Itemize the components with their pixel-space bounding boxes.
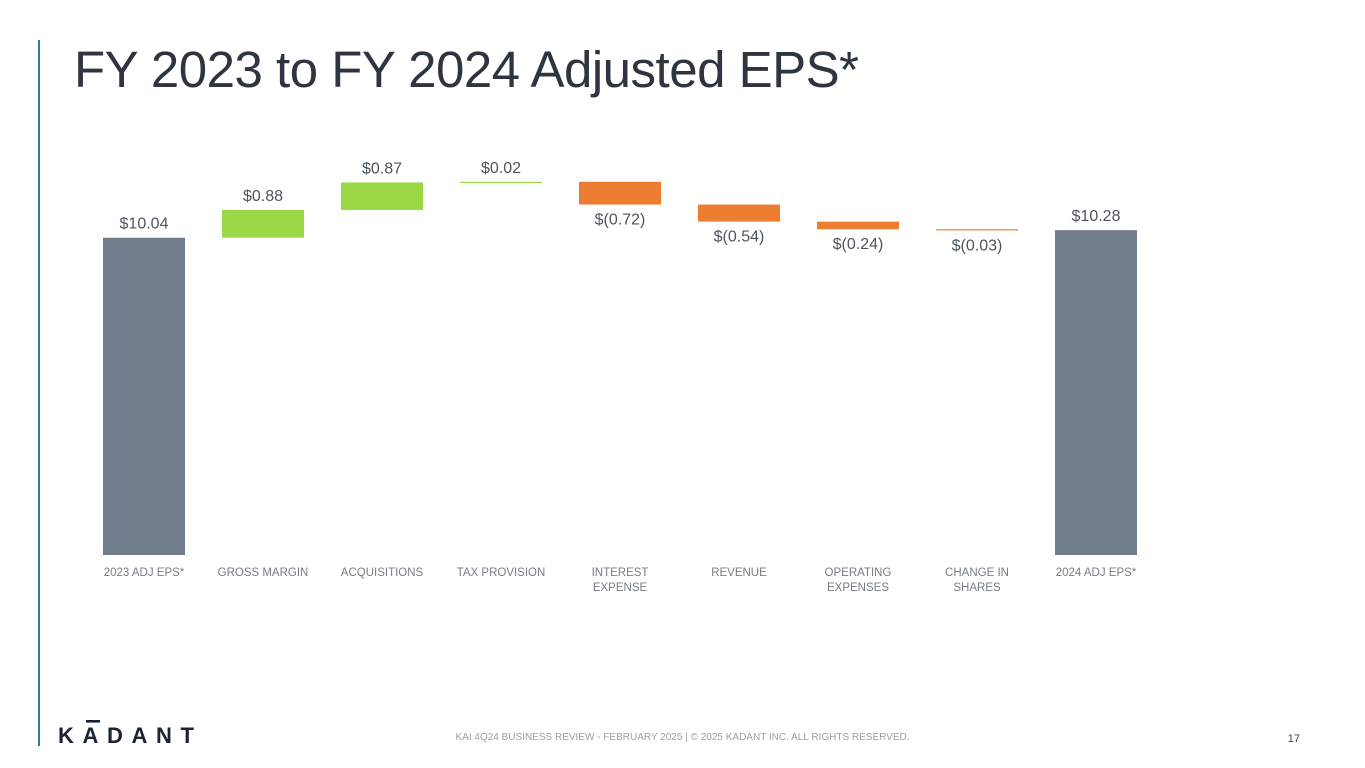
logo-macron [86,720,100,723]
category-label: GROSS MARGIN [218,567,309,579]
logo-wordmark: KADANT [58,723,202,748]
data-label: $(0.54) [714,229,765,246]
footer-copyright: KAI 4Q24 BUSINESS REVIEW - FEBRUARY 2025… [455,732,910,743]
page-number: 17 [1287,733,1300,745]
increase-bar [460,181,542,184]
total-bar [1055,230,1137,556]
data-label: $10.04 [120,216,169,233]
category-label: REVENUE [711,567,767,579]
category-label: INTEREST [592,567,649,579]
category-label: 2023 ADJ EPS* [104,567,185,579]
page-title: FY 2023 to FY 2024 Adjusted EPS* [74,41,859,98]
category-label: EXPENSE [593,582,648,594]
data-label: $(0.72) [595,212,646,229]
side-accent-rule [38,40,40,746]
data-label: $0.87 [362,160,402,177]
category-label: TAX PROVISION [457,567,546,579]
data-label: $0.88 [243,188,283,205]
decrease-bar [817,221,899,230]
category-label: 2024 ADJ EPS* [1056,567,1137,579]
data-label: $10.28 [1072,208,1121,225]
data-label: $0.02 [481,160,521,177]
category-label: OPERATING [825,567,892,579]
category-label: CHANGE IN [945,567,1009,579]
category-label: ACQUISITIONS [341,567,424,579]
total-bar [103,237,185,555]
decrease-bar [579,181,661,205]
data-label: $(0.24) [833,236,884,253]
decrease-bar [936,229,1018,231]
category-label: EXPENSES [827,582,889,594]
data-label: $(0.03) [952,237,1003,254]
increase-bar [341,182,423,210]
kadant-logo: KADANT [58,720,202,748]
category-label: SHARES [953,582,1001,594]
decrease-bar [698,204,780,222]
increase-bar [222,209,304,238]
